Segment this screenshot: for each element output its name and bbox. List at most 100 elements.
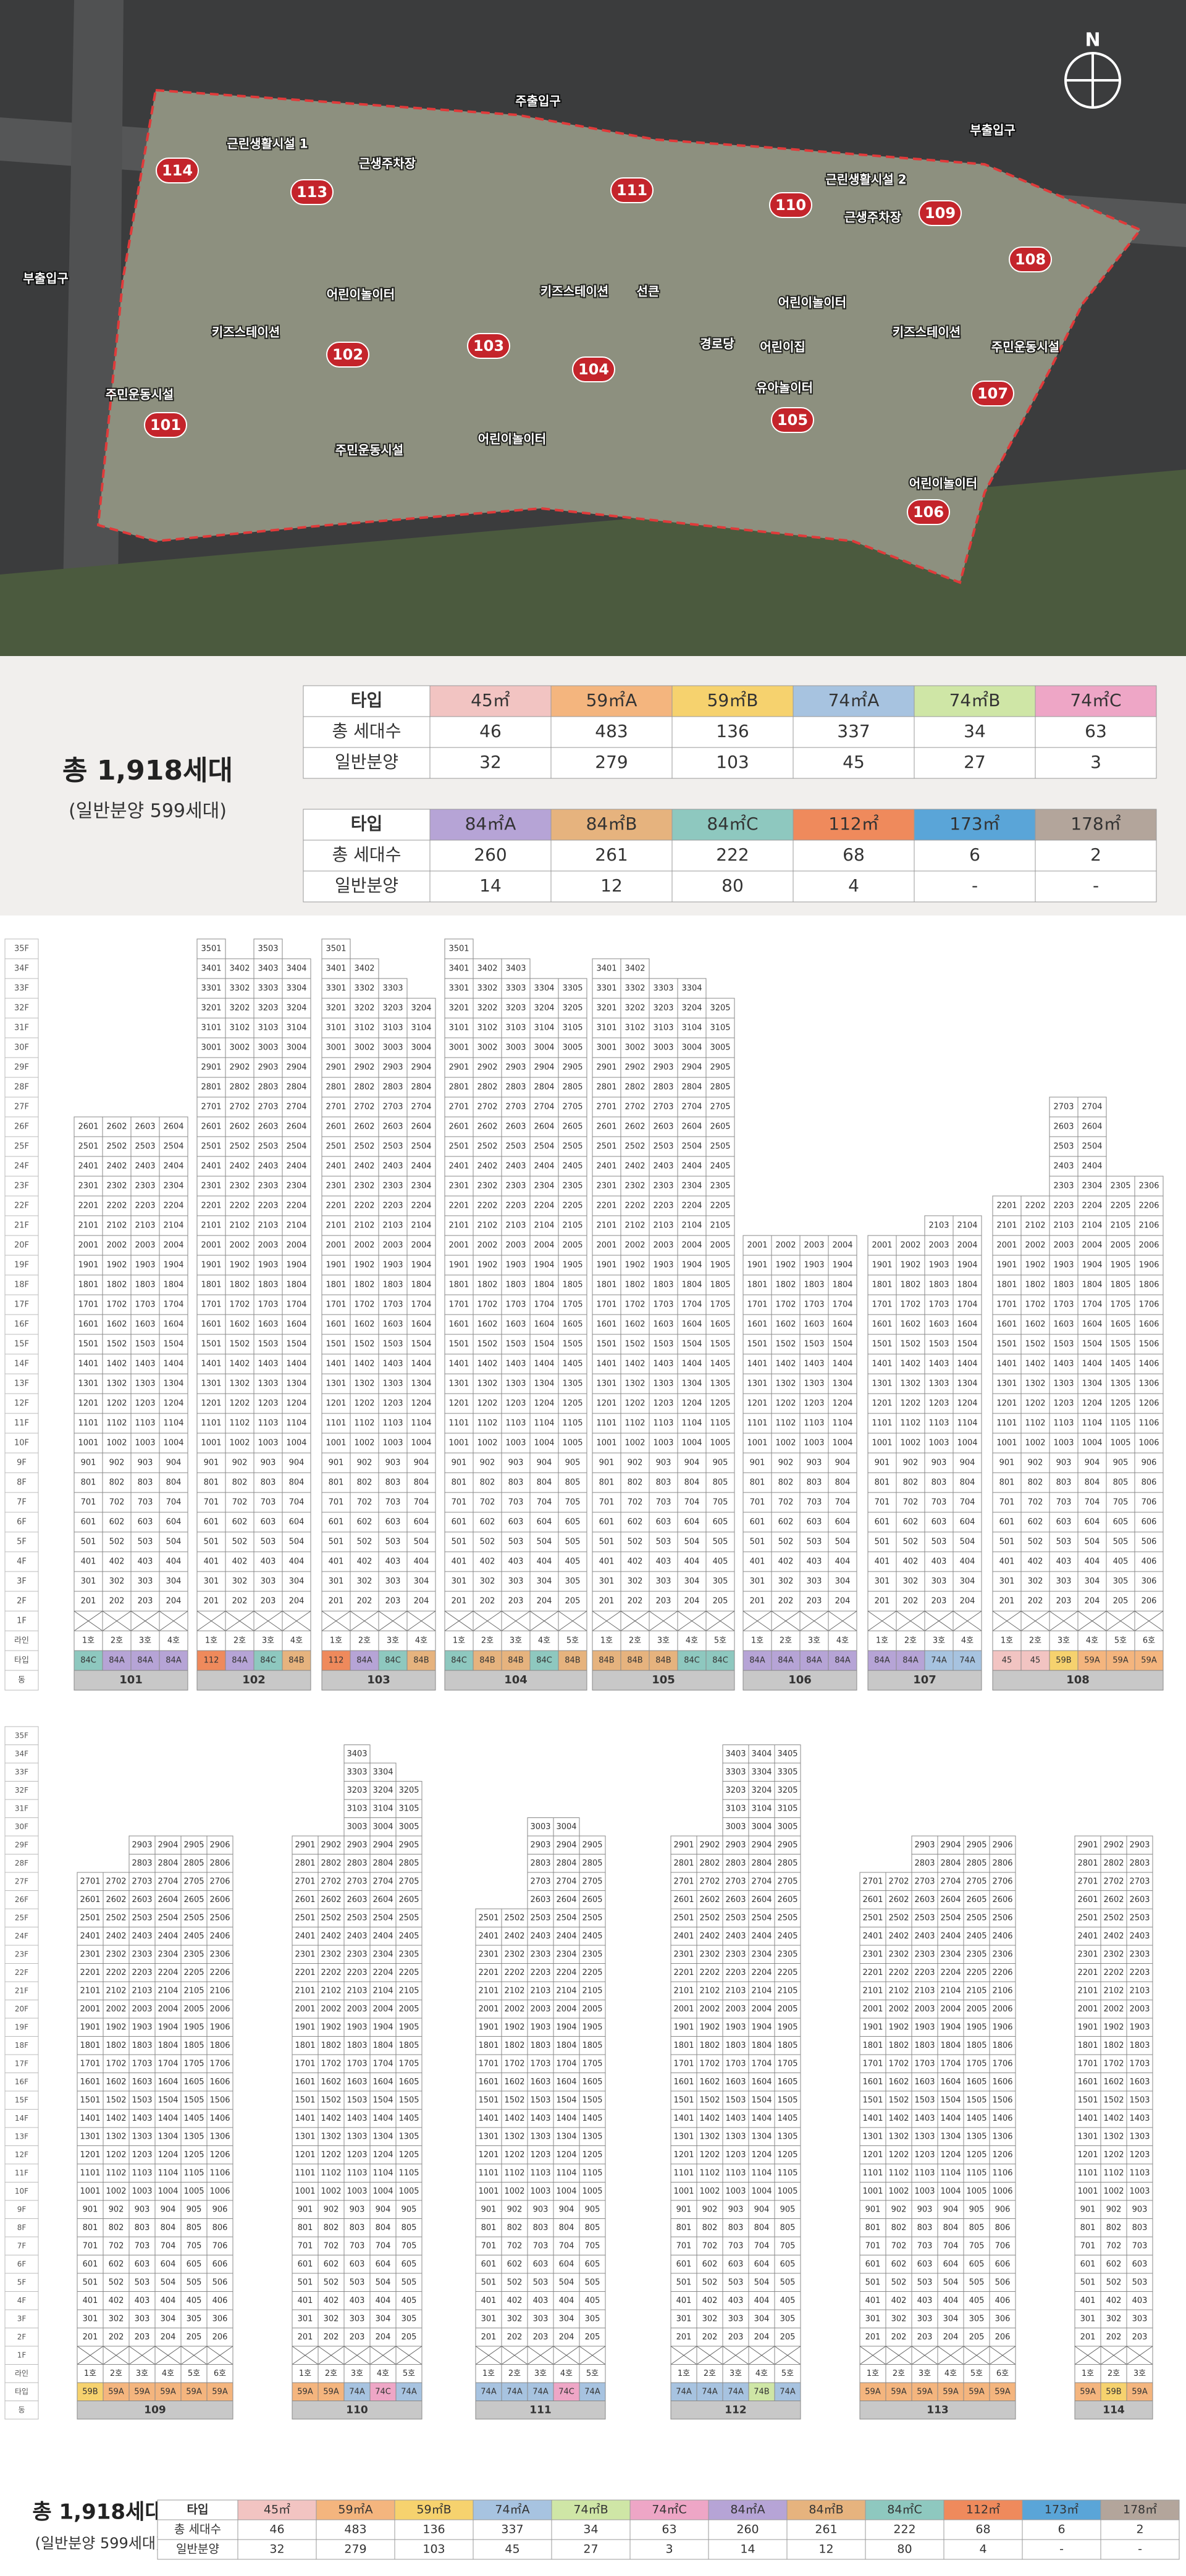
unit-number: 204 [559,2333,574,2342]
type-name: 74㎡B [949,690,1001,710]
unit-number: 2205 [710,1202,730,1211]
unit-number: 1504 [556,2095,576,2105]
row-label-cell [4,1630,39,1651]
unit-number: 604 [684,1518,700,1527]
unit-number: 2001 [295,2005,315,2014]
line-label: 1호 [751,1636,763,1646]
unit-cell [196,1452,226,1473]
unit-number: 702 [903,1498,919,1507]
unit-number: 804 [166,1478,182,1488]
unit-number: 1803 [1053,1281,1074,1290]
unit-number: 3303 [258,984,278,993]
unit-number: 2401 [80,1932,100,1941]
unit-number: 2802 [699,1859,720,1868]
unit-number: 1903 [132,2022,152,2032]
unit-number: 2202 [625,1202,645,1211]
unit-number: 1901 [80,2022,100,2032]
unit-number: 601 [329,1518,344,1527]
unit-number: 2601 [1077,1895,1098,1905]
building-name: 102 [242,1673,266,1686]
unit-number: 2204 [681,1202,702,1211]
unit-number: 902 [628,1458,643,1468]
unit-number: 1302 [888,2132,909,2141]
unit-number: 1701 [448,1300,469,1310]
floor-label: 16F [15,2077,28,2086]
unit-number: 2205 [777,1968,797,1977]
unit-count: 260 [474,844,507,865]
unit-number: 2103 [258,1221,278,1231]
row-label: 일반분양 [335,875,398,896]
unit-number: 505 [1113,1538,1129,1547]
unit-number: 1604 [411,1320,431,1329]
unit-number: 2005 [582,2005,602,2014]
unit-number: 3102 [477,1024,497,1033]
building-number: 102 [332,346,363,363]
unit-number: 1402 [1025,1360,1045,1369]
unit-number: 1201 [1077,2150,1098,2160]
unit-number: 1705 [710,1300,730,1310]
unit-number: 2502 [625,1142,645,1151]
type-name: 112㎡ [828,814,878,834]
unit-number: 1104 [411,1419,431,1428]
unit-number: 3003 [258,1043,278,1053]
unit-number: 3105 [777,1804,797,1813]
line-label: 4호 [377,2369,389,2378]
type-label: 74A [959,1656,975,1665]
map-label: 어린이놀이터 [478,432,546,447]
unit-count: 222 [893,2523,915,2536]
floor-label-cell [4,1531,39,1552]
building-marker [610,177,654,203]
unit-number: 2605 [582,1895,602,1905]
unit-number: 1404 [372,2114,393,2123]
table-cell [473,2519,552,2540]
unit-number: 601 [676,2260,692,2269]
unit-number: 901 [875,1458,890,1468]
unit-number: 1606 [992,2077,1012,2087]
type-label: 74B [754,2387,769,2396]
type-name: 173㎡ [949,814,999,834]
unit-number: 902 [702,2205,718,2214]
unit-number: 1201 [673,2150,694,2160]
unit-number: 3205 [710,1004,730,1013]
unit-cell [102,1512,132,1533]
unit-cell [102,1314,132,1335]
unit-number: 1904 [1082,1261,1102,1270]
unit-cell [130,1274,160,1295]
table-cell [429,840,552,872]
type-label: 84A [778,1656,794,1665]
map-label: 유아놀이터 [756,381,813,395]
floor-label: 17F [14,1300,29,1310]
building-number: 108 [1015,251,1046,268]
unit-number: 1206 [209,2150,230,2160]
type-label: 59A [108,2387,124,2396]
line-label: 3호 [351,2369,363,2378]
unit-number: 201 [676,2333,692,2342]
unit-number: 2204 [163,1202,183,1211]
unit-number: 1606 [209,2077,230,2087]
unit-number: 1603 [725,2077,746,2087]
unit-number: 1504 [286,1340,306,1349]
unit-number: 304 [414,1577,429,1586]
unit-number: 2005 [710,1241,730,1250]
unit-number: 1601 [448,1320,469,1329]
unit-number: 2104 [681,1221,702,1231]
unit-number: 2901 [673,1840,694,1850]
unit-number: 2202 [1025,1202,1045,1211]
unit-number: 304 [559,2314,574,2323]
unit-number: 1002 [504,2187,524,2196]
table-cell [394,2519,474,2540]
line-label: 5호 [188,2369,200,2378]
unit-number: 2805 [710,1083,730,1092]
unit-number: 1101 [862,2168,883,2178]
type-name: 45㎡ [471,690,510,710]
unit-number: 1204 [832,1399,852,1408]
unit-number: 904 [376,2205,391,2214]
unit-number: 1303 [1053,1379,1074,1389]
unit-number: 2403 [653,1162,673,1171]
unit-number: 901 [81,1458,96,1468]
unit-number: 501 [865,2278,881,2287]
unit-number: 903 [350,2205,365,2214]
unit-number: 504 [684,1538,700,1547]
unit-number: 2205 [398,1968,419,1977]
table-cell [394,2539,474,2560]
